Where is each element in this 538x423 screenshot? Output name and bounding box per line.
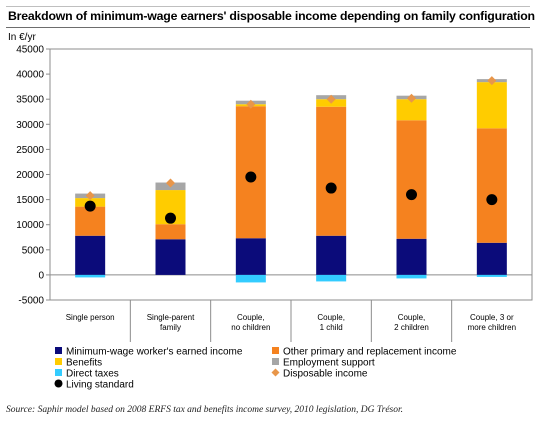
bar-segment: [316, 274, 347, 282]
bar-segment: [235, 238, 266, 275]
y-tick-label: 15000: [16, 195, 44, 206]
x-tick-label: Couple,: [317, 313, 345, 322]
legend-swatch: [272, 358, 279, 365]
x-tick-label: more children: [468, 323, 516, 332]
living-standard-marker: [245, 171, 257, 183]
legend-label: Other primary and replacement income: [283, 347, 457, 358]
bar-segment: [396, 99, 427, 121]
x-tick-label: Couple, 3 or: [470, 313, 514, 322]
legend-label: Minimum-wage worker's earned income: [66, 347, 243, 358]
bar-segment: [396, 274, 427, 279]
y-tick-label: 10000: [16, 220, 44, 231]
bar-segment: [476, 82, 507, 129]
living-standard-marker: [486, 194, 498, 206]
x-tick-label: family: [160, 323, 181, 332]
bar-segment: [235, 274, 266, 283]
y-axis-label: In €/yr: [8, 32, 36, 43]
bar-segment: [155, 224, 186, 240]
bar-segment: [75, 235, 106, 275]
y-tick-label: 45000: [16, 45, 44, 56]
living-standard-marker: [84, 200, 96, 212]
disposable-income-marker: [326, 94, 336, 104]
bar-segment: [75, 274, 106, 278]
legend-swatch: [55, 358, 62, 365]
bar-segment: [476, 128, 507, 243]
x-tick-label: Single person: [66, 313, 115, 322]
living-standard-marker: [325, 182, 337, 194]
y-tick-label: 5000: [22, 245, 45, 256]
y-tick-label: 20000: [16, 170, 44, 181]
legend-label: Benefits: [66, 358, 102, 369]
bar-segment: [476, 242, 507, 275]
legend-label: Employment support: [283, 358, 375, 369]
x-tick-label: no children: [231, 323, 270, 332]
legend-swatch: [271, 368, 280, 377]
x-tick-label: 2 children: [394, 323, 429, 332]
y-tick-label: 0: [38, 270, 44, 281]
x-tick-label: Single-parent: [147, 313, 195, 322]
y-tick-label: 25000: [16, 145, 44, 156]
living-standard-marker: [406, 189, 417, 201]
legend-label: Living standard: [66, 380, 134, 391]
bar-segment: [396, 238, 427, 275]
legend-swatch: [55, 369, 62, 376]
legend-swatch: [272, 347, 279, 354]
legend-label: Disposable income: [283, 369, 368, 380]
bar-segment: [316, 235, 347, 275]
legend-swatch: [54, 379, 63, 388]
plot-area: [49, 48, 533, 301]
x-tick-label: Couple,: [398, 313, 426, 322]
y-tick-label: -5000: [18, 296, 44, 307]
bar-segment: [155, 239, 186, 275]
chart-title: Breakdown of minimum-wage earners' dispo…: [8, 9, 535, 23]
disposable-income-marker: [85, 191, 95, 201]
bar-segment: [476, 274, 507, 277]
y-tick-label: 35000: [16, 95, 44, 106]
bar-segment: [316, 106, 347, 236]
source-note: Source: Saphir model based on 2008 ERFS …: [6, 405, 404, 415]
bar-segment: [396, 120, 427, 239]
disposable-income-marker: [407, 93, 416, 103]
y-tick-label: 40000: [16, 70, 44, 81]
x-tick-label: 1 child: [320, 323, 343, 332]
disposable-income-marker: [246, 99, 256, 109]
x-tick-label: Couple,: [237, 313, 265, 322]
legend-swatch: [55, 347, 62, 354]
y-tick-label: 30000: [16, 120, 44, 131]
legend-label: Direct taxes: [66, 369, 119, 380]
disposable-income-marker: [487, 76, 497, 86]
disposable-income-marker: [166, 178, 175, 188]
living-standard-marker: [165, 212, 176, 224]
title-bar: Breakdown of minimum-wage earners' dispo…: [6, 6, 535, 28]
